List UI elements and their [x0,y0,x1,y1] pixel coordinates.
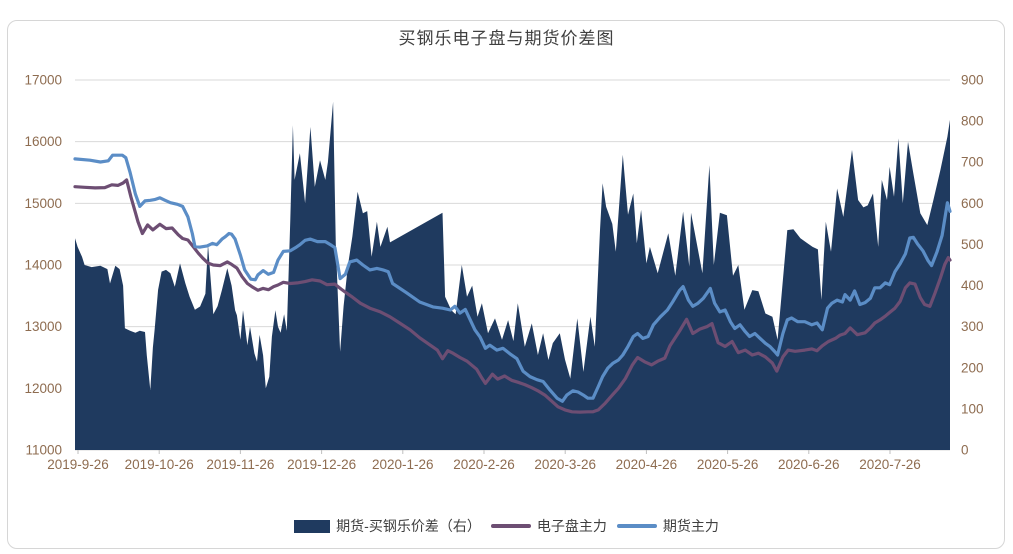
x-axis-tick-label: 2019-9-26 [47,457,109,472]
blue-line-swatch-icon [616,524,657,528]
x-axis-tick-label: 2020-6-26 [778,457,840,472]
legend-item-electronic: 电子盘主力 [490,516,607,536]
x-axis-tick-label: 2020-1-26 [372,457,434,472]
right-axis-tick-label: 100 [961,401,984,416]
right-axis-tick-label: 200 [961,360,984,375]
left-axis-tick-label: 12000 [24,381,62,396]
left-axis-tick-label: 14000 [24,258,62,273]
electronic-line-series [73,178,952,414]
left-axis-tick-label: 13000 [24,319,62,334]
x-axis-tick-label: 2020-2-26 [453,457,515,472]
left-axis-tick-label: 11000 [25,443,62,458]
x-axis-tick-label: 2020-5-26 [697,457,759,472]
futures-line-series [73,153,952,403]
legend-label-futures: 期货主力 [662,518,719,534]
x-axis-tick-label: 2019-12-26 [287,457,356,472]
left-axis-tick-label: 17000 [24,73,62,88]
right-axis-tick-label: 800 [961,114,984,129]
x-axis-tick-label: 2020-4-26 [616,457,678,472]
right-axis-tick-label: 0 [961,443,969,458]
legend-label-spread: 期货-买钢乐价差（右） [336,518,481,534]
right-axis-tick-label: 400 [961,278,984,293]
spread-area-series [75,101,950,451]
legend-item-futures: 期货主力 [616,516,719,536]
x-axis-tick-label: 2020-7-26 [859,457,921,472]
left-axis-tick-label: 15000 [24,196,62,211]
legend-label-electronic: 电子盘主力 [536,518,607,534]
x-axis-tick-label: 2019-11-26 [206,457,274,472]
right-axis-tick-label: 500 [961,237,984,252]
legend-item-spread: 期货-买钢乐价差（右） [294,516,481,536]
x-axis-tick-label: 2019-10-26 [125,457,194,472]
right-axis-tick-label: 600 [961,196,984,211]
area-swatch-icon [294,519,331,533]
chart-title: 买钢乐电子盘与期货价差图 [398,29,615,48]
right-axis-tick-label: 900 [961,73,984,88]
chart-legend: 期货-买钢乐价差（右） 电子盘主力 期货主力 [0,516,1013,536]
left-axis-tick-label: 16000 [24,134,62,149]
x-axis-tick-label: 2020-3-26 [534,457,596,472]
purple-line-swatch-icon [490,524,531,528]
right-axis-tick-label: 300 [961,319,984,334]
right-axis-tick-label: 700 [961,155,984,170]
